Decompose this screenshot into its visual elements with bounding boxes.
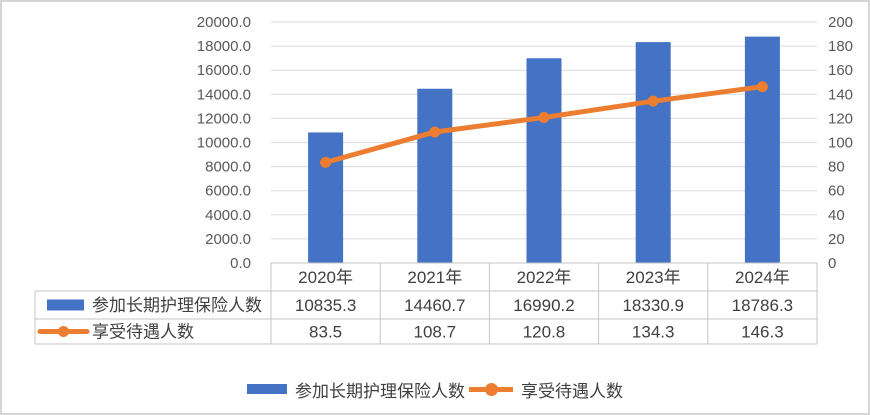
table-key-marker-icon	[58, 326, 69, 337]
legend-label-bar-series: 参加长期护理保险人数	[295, 381, 465, 401]
table-cell-value: 120.8	[523, 323, 566, 342]
right-axis-tick: 20	[828, 231, 845, 248]
right-axis-tick: 80	[828, 159, 845, 176]
line-marker-2021年	[429, 126, 441, 138]
left-axis-tick: 2000.0	[205, 231, 251, 248]
bar-2022年	[526, 58, 562, 263]
bar-2020年	[308, 132, 344, 263]
table-header-year: 2023年	[626, 268, 681, 287]
bar-2024年	[744, 36, 780, 263]
table-series-name: 享受待遇人数	[92, 323, 194, 342]
table-cell-value: 10835.3	[295, 296, 356, 315]
bar-2023年	[635, 42, 671, 263]
table-key-bar-icon	[47, 299, 84, 311]
table-cell-value: 16990.2	[513, 296, 574, 315]
right-axis-tick: 120	[828, 110, 853, 127]
line-marker-2020年	[320, 156, 332, 168]
left-axis-tick: 18000.0	[197, 38, 251, 55]
line-marker-2022年	[538, 111, 550, 123]
bar-2021年	[417, 88, 453, 263]
legend-label-line-series: 享受待遇人数	[521, 381, 623, 401]
left-axis-tick: 4000.0	[205, 207, 251, 224]
left-axis-tick: 12000.0	[197, 110, 251, 127]
table-cell-value: 146.3	[741, 323, 784, 342]
table-cell-value: 18786.3	[732, 296, 793, 315]
table-header-year: 2020年	[298, 268, 353, 287]
table-cell-value: 18330.9	[622, 296, 683, 315]
legend-item-bar-series: 参加长期护理保险人数	[247, 377, 465, 402]
right-axis-tick: 60	[828, 183, 845, 200]
right-axis-tick: 180	[828, 38, 853, 55]
chart-legend: 参加长期护理保险人数 享受待遇人数	[2, 373, 868, 405]
left-axis-tick: 6000.0	[205, 183, 251, 200]
left-axis-tick: 0.0	[230, 255, 251, 272]
table-header-year: 2022年	[517, 268, 572, 287]
left-axis-tick: 14000.0	[197, 86, 251, 103]
line-series-swatch-icon	[469, 382, 513, 396]
table-cell-value: 83.5	[309, 323, 342, 342]
table-cell-value: 108.7	[414, 323, 457, 342]
left-axis-tick: 10000.0	[197, 135, 251, 152]
right-axis-tick: 0	[828, 255, 836, 272]
table-series-name: 参加长期护理保险人数	[92, 296, 262, 315]
left-axis-tick: 8000.0	[205, 159, 251, 176]
line-marker-icon	[485, 382, 498, 396]
right-axis-tick: 40	[828, 207, 845, 224]
left-axis-tick: 20000.0	[197, 14, 251, 31]
table-cell-value: 134.3	[632, 323, 675, 342]
line-marker-2024年	[756, 81, 768, 93]
right-axis-tick: 100	[828, 135, 853, 152]
left-axis-tick: 16000.0	[197, 62, 251, 79]
table-header-year: 2024年	[735, 268, 790, 287]
right-axis-tick: 160	[828, 62, 853, 79]
right-axis-tick: 200	[828, 14, 853, 31]
bar-series-swatch-icon	[247, 384, 287, 394]
right-axis-tick: 140	[828, 86, 853, 103]
table-cell-value: 14460.7	[404, 296, 465, 315]
line-marker-2023年	[647, 95, 659, 107]
legend-item-line-series: 享受待遇人数	[465, 377, 623, 402]
table-header-year: 2021年	[407, 268, 462, 287]
